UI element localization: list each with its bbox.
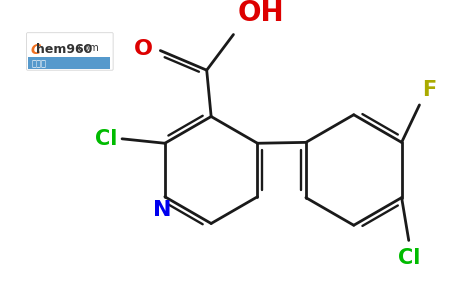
Text: Cl: Cl <box>398 248 420 268</box>
FancyBboxPatch shape <box>27 33 113 70</box>
Text: hem960: hem960 <box>36 42 93 56</box>
Text: N: N <box>153 200 172 220</box>
Text: F: F <box>422 81 437 100</box>
Text: 化工网: 化工网 <box>32 59 47 69</box>
Text: O: O <box>134 39 153 59</box>
Text: C: C <box>30 42 40 57</box>
Text: .com: .com <box>75 42 99 52</box>
Text: OH: OH <box>238 0 284 27</box>
Text: Cl: Cl <box>95 129 118 149</box>
Bar <box>28 57 110 69</box>
